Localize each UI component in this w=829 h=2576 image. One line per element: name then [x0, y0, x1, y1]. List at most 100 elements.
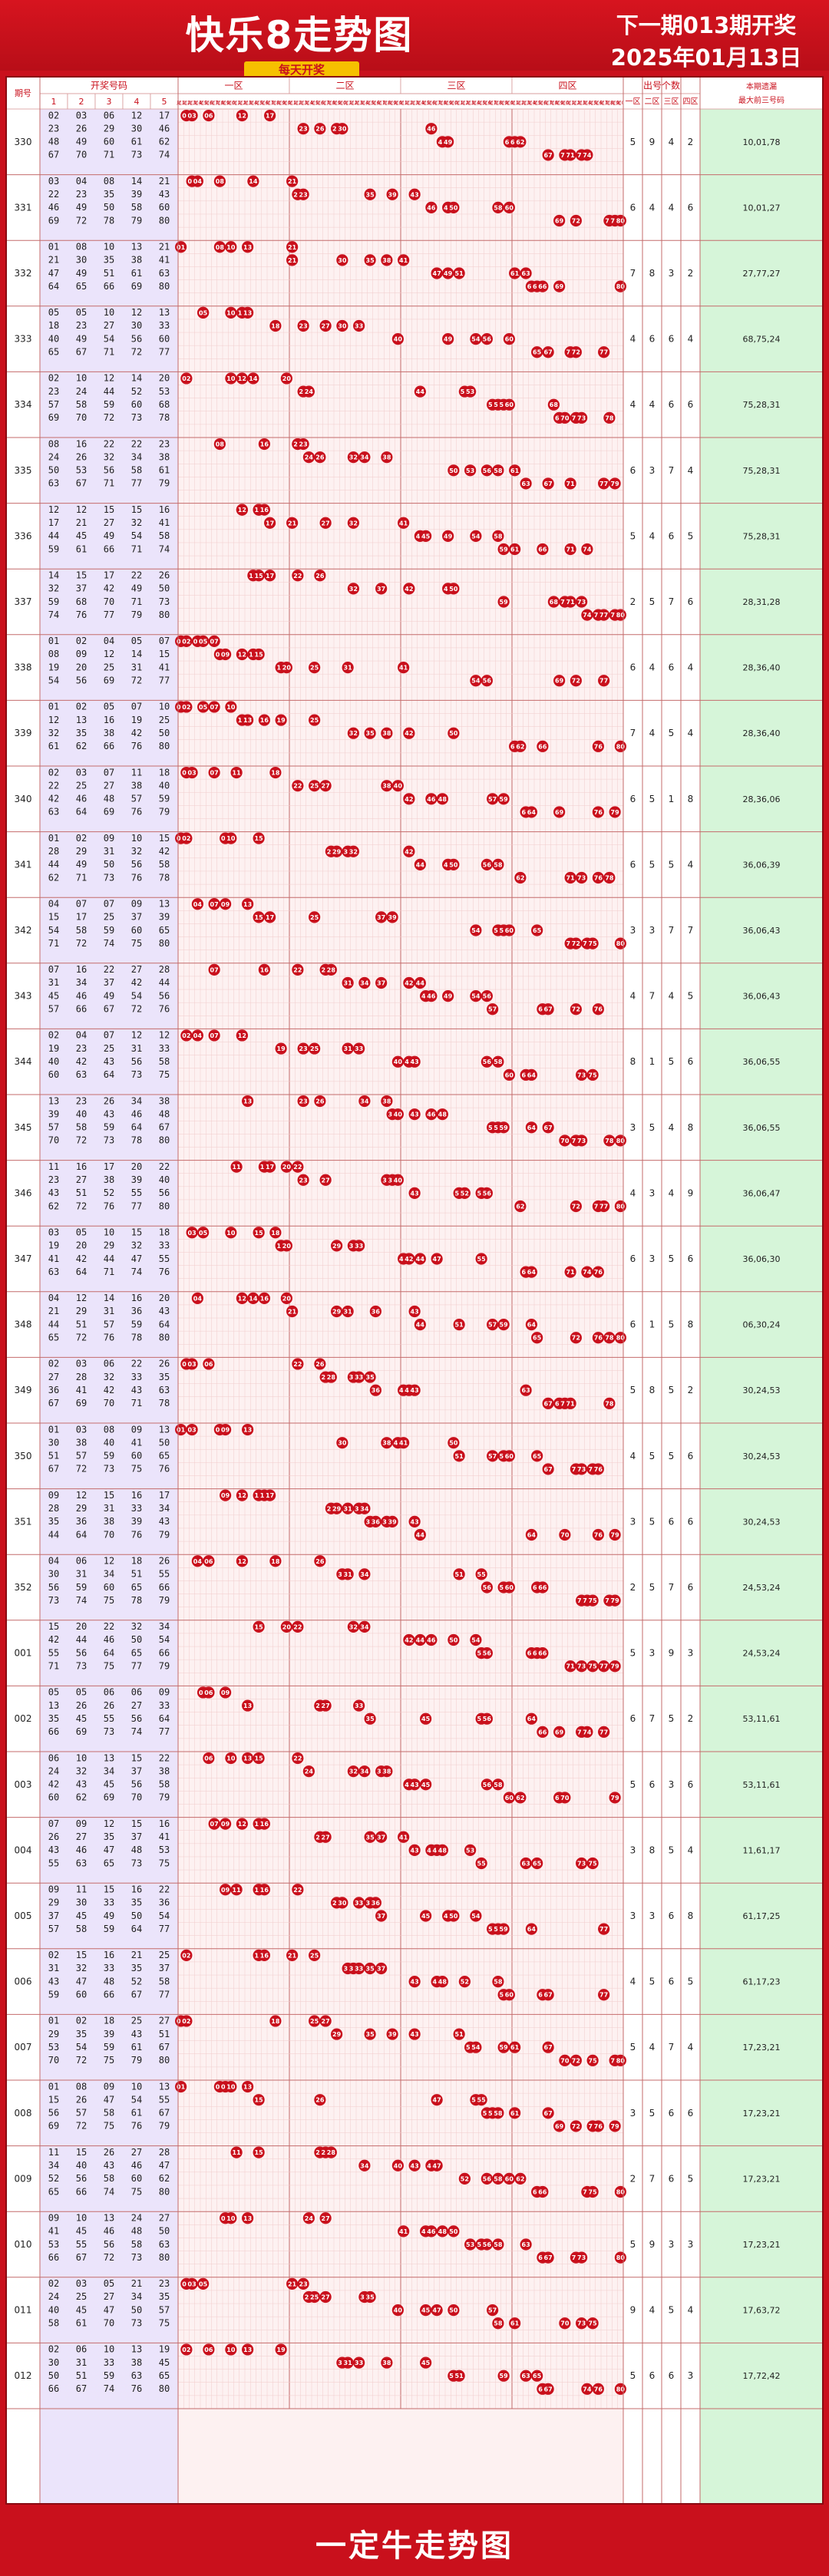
hit-ball-label: 40 [394, 1177, 403, 1184]
tail-label-46: 尾6 [428, 100, 436, 106]
hit-ball-label: 16 [260, 507, 269, 514]
hit-ball-label: 78 [605, 1335, 614, 1342]
hit-ball-label: 10 [226, 2084, 236, 2091]
draw-number: 26 [104, 1700, 114, 1711]
zone-count-1: 5 [630, 2370, 636, 2381]
hit-ball [391, 780, 404, 792]
hit-ball-label: 23 [299, 126, 308, 133]
draw-number: 15 [48, 2094, 59, 2105]
hit-ball-label: 27 [322, 322, 330, 329]
draw-number: 05 [104, 2278, 114, 2289]
hit-ball-label: 44 [416, 979, 425, 986]
hit-ball-label: 14 [249, 375, 258, 382]
draw-number: 15 [131, 1818, 142, 1829]
tail-label-6: 尾6 [205, 100, 213, 106]
hit-ball-label: 67 [544, 2254, 553, 2261]
hit-ball [570, 1003, 582, 1016]
zone-count-2: 4 [649, 728, 656, 738]
draw-number: 47 [104, 2094, 114, 2105]
draw-number: 35 [131, 1963, 142, 1973]
issue-number: 334 [15, 399, 32, 410]
draw-number: 57 [48, 399, 59, 410]
draw-number: 08 [76, 2081, 87, 2092]
draw-number: 79 [159, 1529, 170, 1540]
hit-ball [442, 530, 454, 543]
draw-number: 74 [48, 609, 59, 620]
draw-number: 27 [159, 2213, 170, 2224]
draw-number: 44 [104, 386, 114, 397]
hit-ball-label: 17 [266, 1164, 274, 1171]
hit-ball-label: 35 [366, 1374, 375, 1381]
hit-ball-label: 71 [566, 1400, 576, 1407]
hit-ball-label: 71 [566, 599, 576, 606]
hit-ball-label: 56 [483, 861, 492, 868]
hit-ball-label: 70 [560, 1532, 570, 1539]
draw-number: 07 [48, 964, 59, 975]
zone-count-1: 9 [630, 2305, 636, 2316]
draw-number: 57 [48, 1924, 59, 1934]
draw-number: 49 [104, 1911, 114, 1921]
draw-number: 40 [48, 1056, 59, 1067]
hit-ball [309, 662, 321, 674]
draw-number: 31 [131, 1043, 142, 1054]
hit-ball-label: 50 [449, 861, 458, 868]
zone-count-2: 1 [649, 1319, 656, 1330]
draw-number: 70 [48, 1135, 59, 1146]
draw-number: 69 [104, 807, 114, 817]
issue-number: 010 [15, 2239, 32, 2250]
draw-number: 05 [104, 702, 114, 712]
zone-count-4: 6 [688, 1056, 694, 1067]
draw-number: 23 [76, 1043, 87, 1054]
hit-ball-label: 76 [594, 743, 603, 750]
draw-number: 17 [104, 570, 114, 581]
hit-ball [292, 780, 304, 792]
draw-number: 72 [104, 412, 114, 423]
hit-ball [364, 254, 376, 266]
hit-ball-label: 72 [572, 678, 580, 685]
hit-ball [258, 438, 270, 451]
hit-ball [442, 136, 454, 148]
hit-ball-label: 16 [260, 717, 269, 724]
hit-ball-label: 37 [377, 979, 385, 986]
hit-ball [520, 267, 532, 279]
tail-label-64: 尾4 [527, 100, 536, 106]
hit-ball [487, 793, 499, 805]
hit-ball-label: 67 [544, 2110, 553, 2117]
hit-ball-label: 56 [483, 467, 492, 474]
draw-number: 69 [104, 1792, 114, 1803]
missing-top3: 36,06,47 [743, 1188, 781, 1198]
hit-ball-label: 64 [527, 1072, 537, 1078]
draw-number: 56 [76, 1647, 87, 1658]
count-col-header-1: 一区 [626, 97, 641, 107]
draw-number: 71 [131, 1398, 142, 1409]
issue-number: 005 [15, 1911, 32, 1921]
hit-ball-label: 04 [193, 901, 203, 908]
hit-ball [347, 517, 359, 529]
hit-ball-label: 45 [421, 1782, 431, 1788]
draw-number: 02 [76, 702, 87, 712]
zone-count-3: 6 [669, 2370, 675, 2381]
hit-ball-label: 20 [282, 665, 292, 672]
hit-ball [576, 596, 588, 608]
hit-ball [464, 385, 477, 398]
tail-label-75: 尾5 [589, 100, 597, 106]
draw-number: 34 [159, 1503, 170, 1514]
hit-ball-label: 13 [243, 2215, 252, 2222]
hit-ball-label: 65 [533, 349, 542, 356]
draw-number: 40 [104, 1437, 114, 1448]
draw-number: 32 [48, 728, 59, 738]
hit-ball [336, 254, 348, 266]
draw-number: 19 [48, 1043, 59, 1054]
hit-ball-label: 73 [577, 1663, 586, 1670]
draw-number: 78 [131, 1135, 142, 1146]
draw-number: 67 [159, 2108, 170, 2119]
hit-ball [531, 924, 543, 936]
draw-number: 16 [76, 438, 87, 449]
hit-ball [564, 871, 576, 884]
zone-count-1: 6 [630, 794, 636, 804]
hit-ball-label: 56 [483, 1584, 492, 1591]
hit-ball [225, 241, 237, 253]
missing-top3: 53,11,61 [743, 1780, 781, 1790]
hit-ball-label: 47 [433, 270, 441, 277]
missing-top3: 30,24,53 [743, 1517, 781, 1527]
